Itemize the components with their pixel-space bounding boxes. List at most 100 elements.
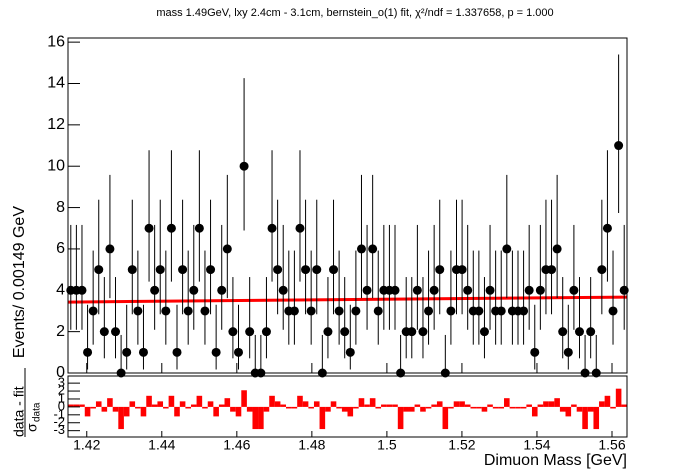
data-point <box>217 285 227 295</box>
pull-bar <box>375 406 382 409</box>
data-point <box>563 347 573 357</box>
data-point <box>301 265 311 275</box>
pull-bar <box>280 404 287 407</box>
pull-bar <box>476 406 482 409</box>
data-point <box>474 306 484 316</box>
data-point <box>261 327 271 337</box>
pull-bar <box>554 398 560 407</box>
data-point <box>345 347 355 357</box>
data-point <box>524 285 534 295</box>
pull-bar <box>492 406 499 409</box>
data-point <box>351 306 361 316</box>
data-point <box>295 223 305 233</box>
pull-bar <box>230 406 236 412</box>
data-point <box>530 347 540 357</box>
y-tick-label: 2 <box>58 382 65 397</box>
y-tick-label: 4 <box>56 282 65 299</box>
pull-bar <box>168 395 175 407</box>
pull-bar <box>459 401 465 407</box>
pull-bar <box>235 406 242 417</box>
data-point <box>608 306 618 316</box>
pull-bar <box>123 406 130 417</box>
data-point <box>619 285 629 295</box>
pull-bar <box>408 406 415 412</box>
pull-bar <box>218 404 225 407</box>
pull-bar <box>336 406 342 409</box>
data-point <box>166 223 176 233</box>
pull-bar <box>392 404 398 407</box>
pull-bar <box>174 406 180 417</box>
pull-bar <box>302 401 309 407</box>
pull-bar <box>515 406 521 409</box>
pull-bar <box>621 404 627 407</box>
pull-bar <box>297 395 303 407</box>
data-point <box>329 265 339 275</box>
pull-bar <box>68 404 74 407</box>
pull-label-sub: data <box>32 402 43 422</box>
y-tick-label: 0 <box>56 364 65 381</box>
data-point <box>133 306 143 316</box>
pull-bar <box>543 401 549 407</box>
pull-bar <box>330 401 337 407</box>
data-point <box>222 244 232 254</box>
data-point <box>569 285 579 295</box>
data-point <box>496 306 506 316</box>
data-point <box>614 141 624 151</box>
chart-title: mass 1.49GeV, lxy 2.4cm - 3.1cm, bernste… <box>156 7 553 19</box>
pull-bar <box>140 406 147 417</box>
data-point <box>547 265 557 275</box>
pull-bar <box>151 404 158 407</box>
data-point <box>172 347 182 357</box>
data-point <box>239 161 249 171</box>
data-point <box>485 285 495 295</box>
pull-bar <box>163 406 169 409</box>
y-tick-label: 12 <box>47 116 65 133</box>
pull-bar <box>79 404 85 407</box>
pull-bar <box>386 404 393 407</box>
data-point <box>77 285 87 295</box>
pull-bar <box>576 406 583 412</box>
pull-bar <box>347 406 354 417</box>
data-point <box>390 285 400 295</box>
x-tick-label: 1.52 <box>448 437 475 453</box>
data-point <box>88 306 98 316</box>
y-tick-label: 1 <box>58 390 65 405</box>
pull-bar <box>358 398 365 407</box>
pull-bar <box>414 404 421 407</box>
x-tick-label: 1.5 <box>377 437 397 453</box>
pull-label-numerator: data - fit <box>11 386 27 437</box>
pull-bar <box>442 406 449 430</box>
data-point <box>211 347 221 357</box>
pull-bar <box>246 406 253 412</box>
pull-bar <box>381 404 387 407</box>
pull-bar <box>531 406 538 417</box>
data-point <box>289 306 299 316</box>
y-tick-label: 6 <box>56 240 65 257</box>
pull-bar <box>431 404 437 407</box>
data-point <box>602 223 612 233</box>
y-tick-label: -3 <box>53 422 65 437</box>
data-point <box>574 327 584 337</box>
pull-bar <box>565 406 572 417</box>
data-point <box>245 327 255 337</box>
data-point <box>479 327 489 337</box>
pull-bar <box>610 406 616 409</box>
pull-bar <box>224 398 231 407</box>
data-point <box>463 285 473 295</box>
pull-bar <box>241 390 247 407</box>
pull-bar <box>593 406 600 430</box>
y-tick-label: 10 <box>47 157 65 174</box>
data-point <box>597 265 607 275</box>
x-tick-label: 1.56 <box>598 437 625 453</box>
data-point <box>373 306 383 316</box>
data-point <box>312 265 322 275</box>
data-point <box>150 285 160 295</box>
pull-bar <box>520 406 527 409</box>
pull-bar <box>582 406 588 430</box>
pull-bar <box>107 398 113 407</box>
pull-bar <box>207 401 214 407</box>
y-tick-label: 16 <box>47 33 65 50</box>
data-point <box>99 327 109 337</box>
data-point <box>228 327 238 337</box>
